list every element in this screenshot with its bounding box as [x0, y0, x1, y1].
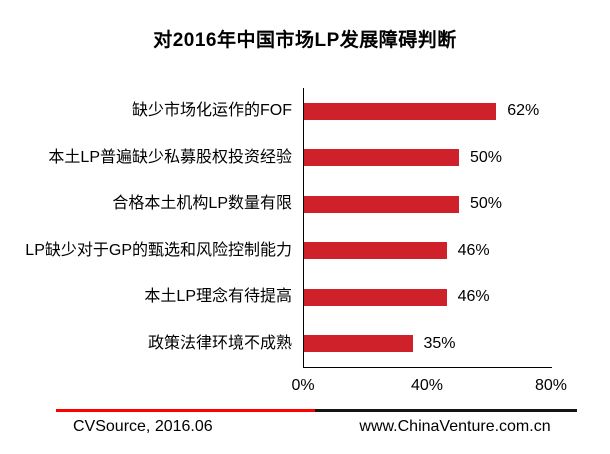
value-label: 46% [457, 288, 490, 306]
category-label: LP缺少对于GP的甄选和风险控制能力 [25, 241, 292, 259]
bar [304, 288, 447, 306]
footer-source-label: CVSource, 2016.06 [73, 418, 213, 435]
footer-website-label: www.ChinaVenture.com.cn [359, 418, 551, 435]
bar-row: 合格本土机构LP数量有限 50% [0, 181, 610, 228]
chart-rows: 缺少市场化运作的FOF 62% 本土LP普遍缺少私募股权投资经验 50% 合格本土机构L… [0, 88, 610, 367]
value-label: 62% [507, 102, 540, 120]
plot-axis-frame [303, 88, 552, 368]
bar [304, 242, 447, 260]
bar-row: 本土LP普遍缺少私募股权投资经验 50% [0, 135, 610, 182]
footer-divider-red-segment [56, 409, 315, 412]
value-label: 46% [457, 241, 490, 259]
bar [304, 335, 413, 353]
x-tick-label: 80% [534, 377, 568, 394]
x-tick-label: 0% [291, 377, 315, 394]
chart-title: 对2016年中国市场LP发展障碍判断 [153, 30, 457, 51]
category-label: 政策法律环境不成熟 [147, 334, 292, 352]
value-label: 35% [423, 334, 456, 352]
bar [304, 102, 497, 120]
value-label: 50% [470, 195, 503, 213]
footer-divider-black-segment [315, 409, 577, 412]
category-label: 合格本土机构LP数量有限 [112, 195, 292, 213]
bar [304, 195, 459, 213]
x-axis: 0% 40% 80% [291, 377, 567, 397]
bar [304, 149, 459, 167]
bar-row: LP缺少对于GP的甄选和风险控制能力 46% [0, 228, 610, 275]
bar-row: 政策法律环境不成熟 35% [0, 321, 610, 368]
bar-row: 缺少市场化运作的FOF 62% [0, 88, 610, 135]
value-label: 50% [470, 148, 503, 166]
x-tick-label: 40% [410, 377, 444, 394]
category-label: 本土LP理念有待提高 [144, 288, 292, 306]
category-label: 本土LP普遍缺少私募股权投资经验 [48, 148, 292, 166]
category-label: 缺少市场化运作的FOF [132, 102, 292, 120]
bar-row: 本土LP理念有待提高 46% [0, 274, 610, 321]
